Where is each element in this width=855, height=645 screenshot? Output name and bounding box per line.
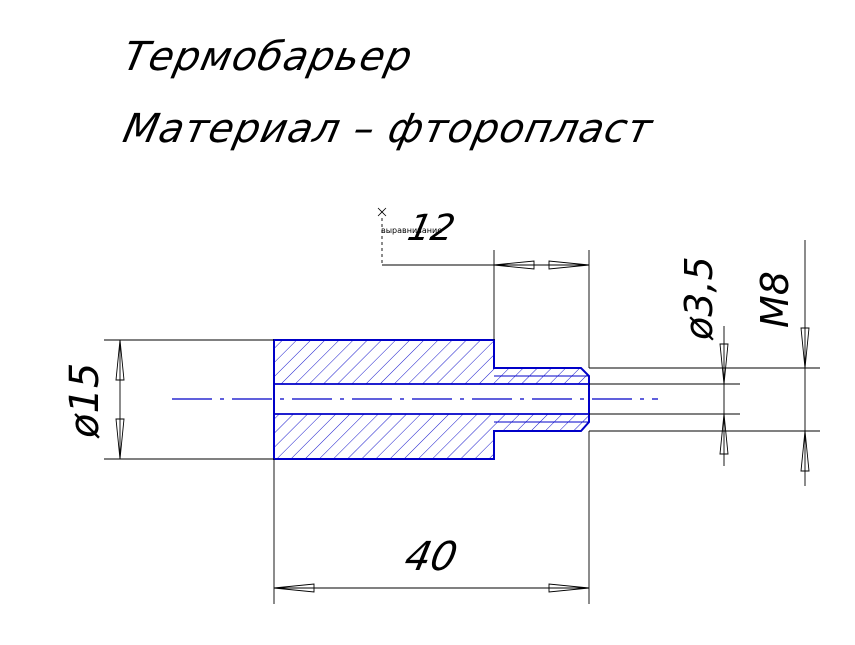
alignment-label: выравнивание: [381, 226, 442, 235]
dim-bore-diameter-label: ø3,5: [677, 256, 721, 341]
dim-outer-diameter-label: ø15: [62, 363, 108, 439]
dim-outer-diameter: [104, 339, 274, 460]
hatch-lower-large: [274, 414, 494, 459]
hatch-upper-large: [274, 340, 494, 384]
dim-step-length: [381, 218, 590, 368]
dim-thread-label: M8: [753, 271, 797, 328]
dim-step-length-label: 12: [404, 206, 459, 249]
part-section: [172, 339, 658, 460]
dim-total-length-label: 40: [401, 532, 462, 579]
dim-thread: [589, 240, 820, 486]
dim-bore-diameter: [589, 326, 740, 466]
alignment-marker: [377, 207, 387, 217]
dim-total-length: [273, 431, 590, 604]
